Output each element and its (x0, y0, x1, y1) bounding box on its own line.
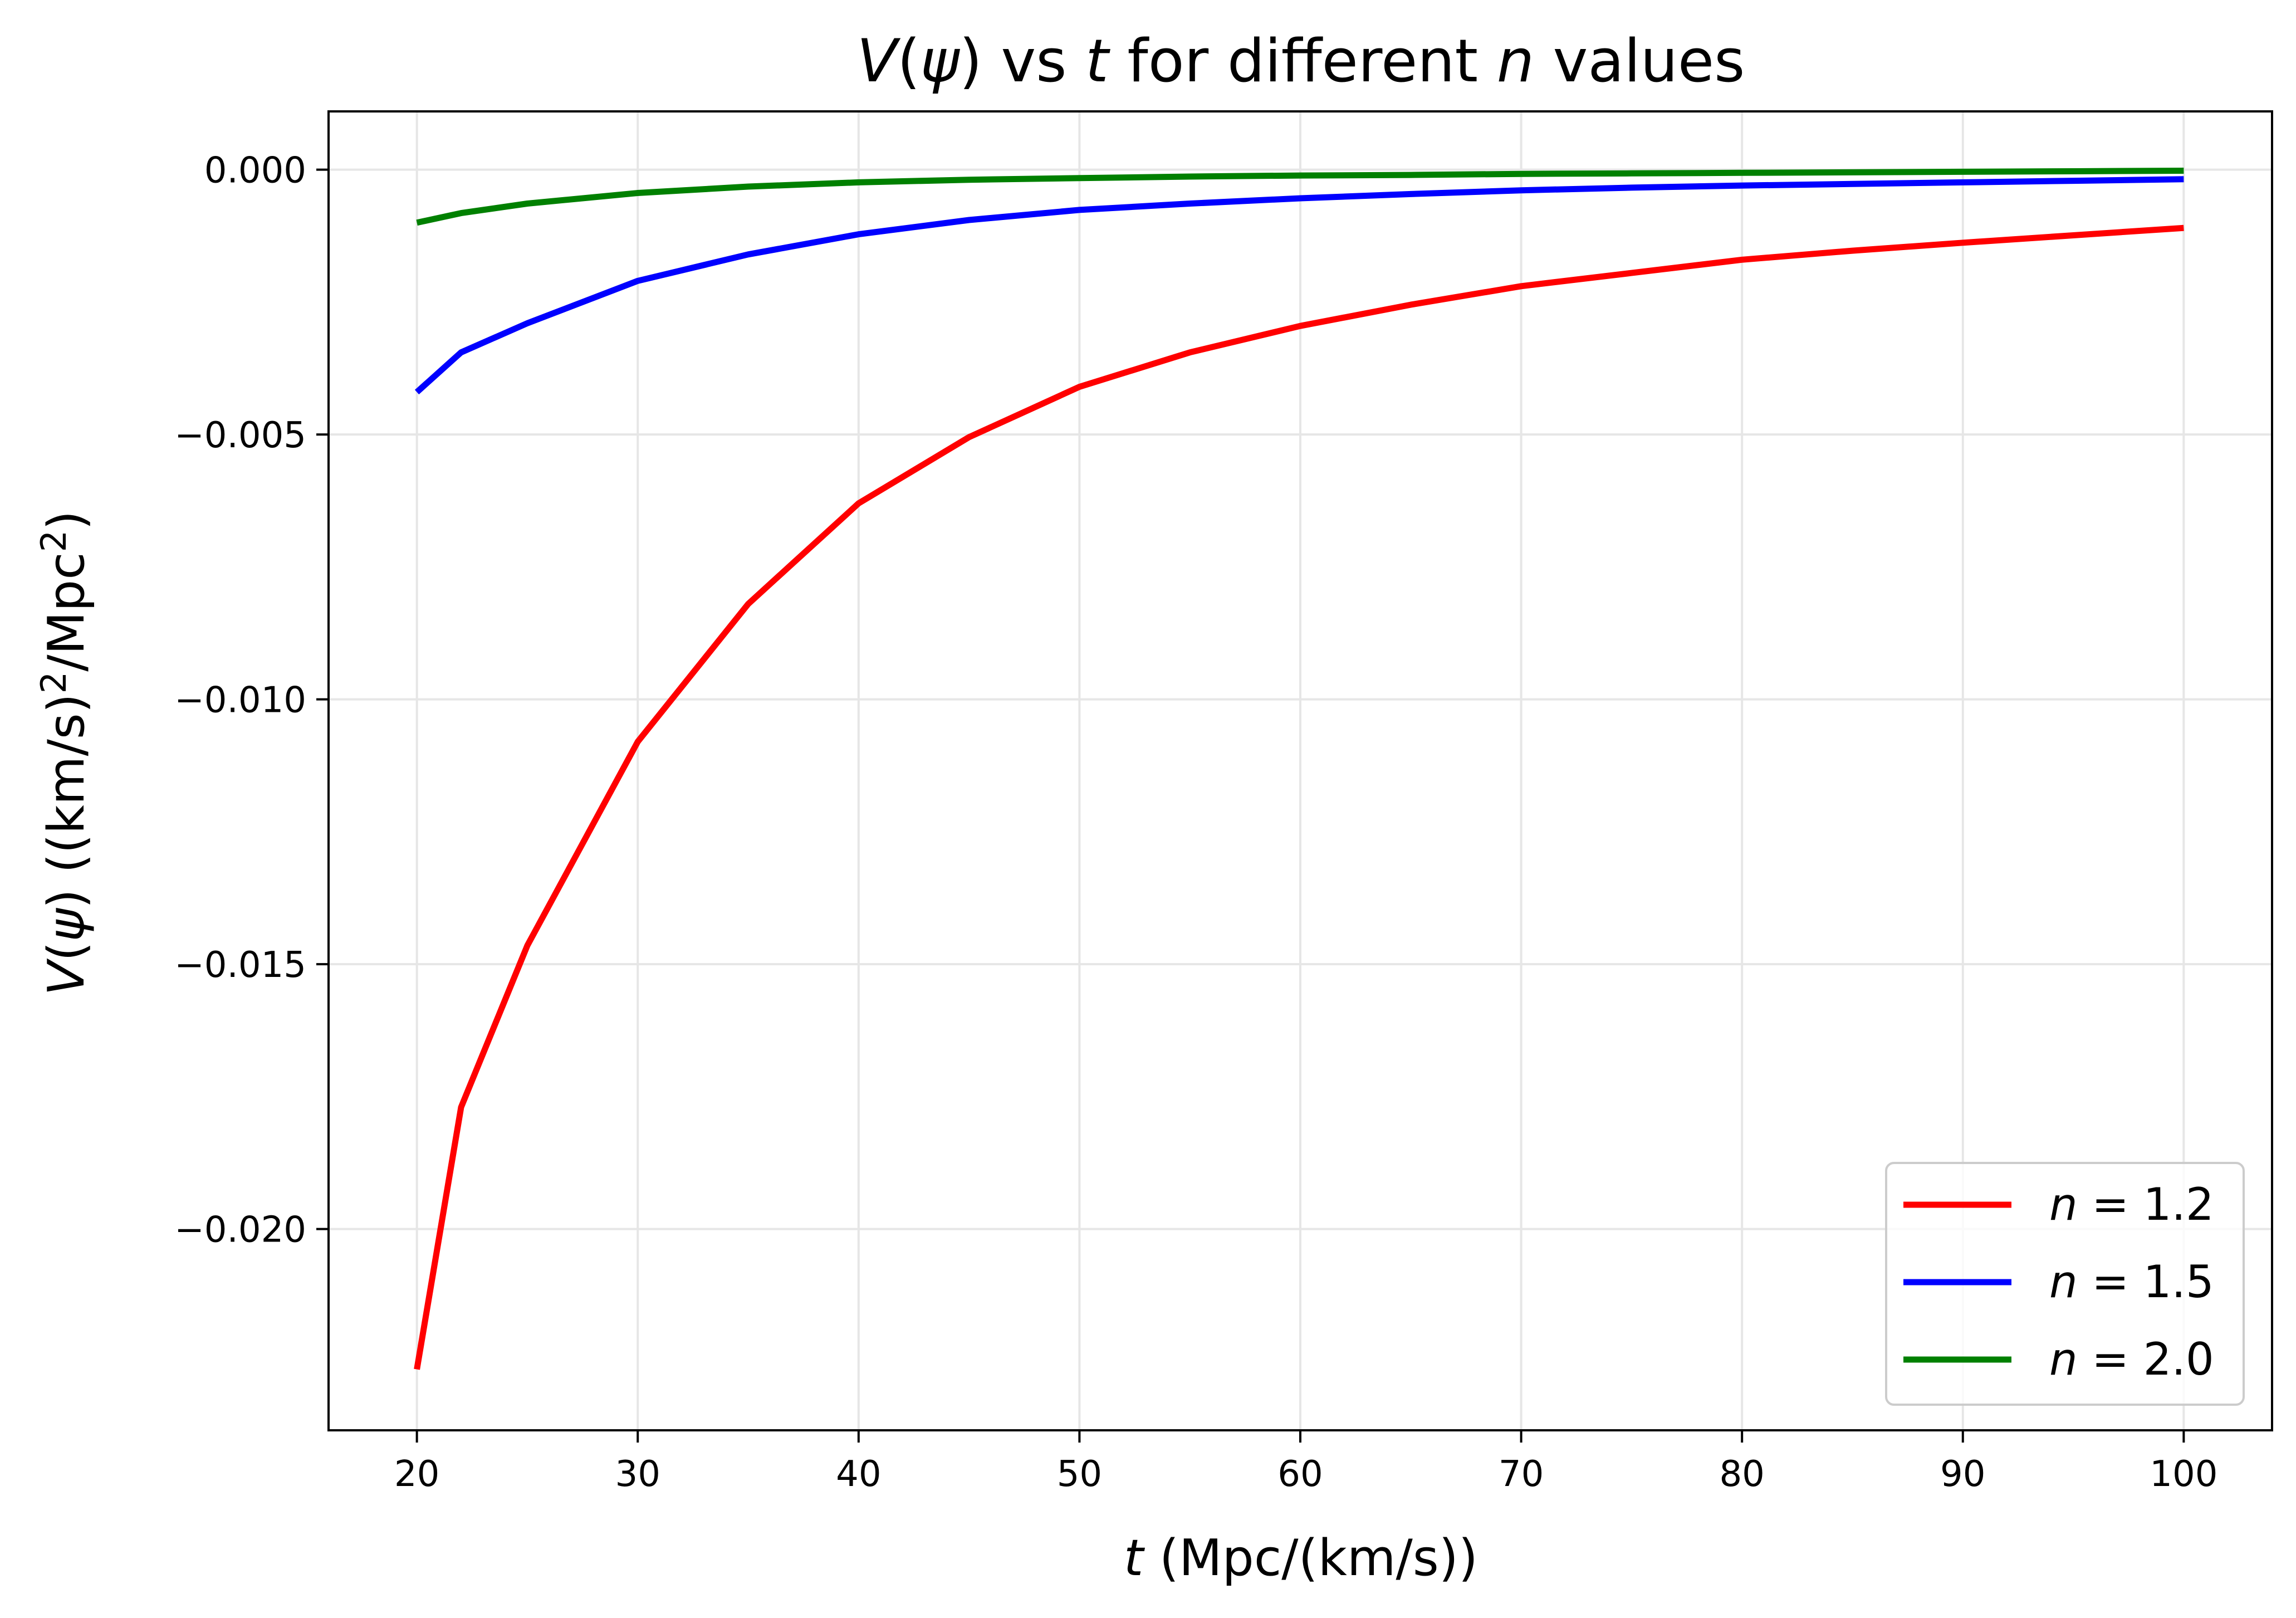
series-lines (414, 168, 2184, 1370)
y-axis-label: V(ψ) ((km/s)2/Mpc2) (33, 511, 96, 996)
legend-label-part: = 2.0 (2078, 1333, 2214, 1385)
title-part: values (1534, 27, 1745, 95)
legend-label-part: = 1.5 (2078, 1256, 2214, 1308)
y-tick-label: −0.020 (174, 1210, 306, 1251)
y-tick-label: −0.005 (174, 415, 306, 456)
x-tick-label: 40 (836, 1454, 881, 1495)
title-part: t (1085, 27, 1110, 95)
x-tick-label: 20 (394, 1454, 439, 1495)
y-tick-label: 0.000 (204, 150, 306, 192)
x-axis-label: t (Mpc/(km/s)) (1124, 1529, 1478, 1587)
y-axis-label-superscript: 2 (33, 672, 74, 693)
y-axis-label-part: ψ (37, 908, 96, 942)
title-part: ) vs (959, 27, 1085, 95)
legend-box (1885, 1162, 2245, 1406)
series-line-n-1-5 (414, 176, 2184, 395)
legend-label-part: n (2049, 1256, 2078, 1308)
y-axis-label-part: ( (37, 942, 96, 961)
title-part: for different (1109, 27, 1497, 95)
axis-ticks: 20 30 40 50 60 70 80 90 100 0.000 −0.005 −0.010 −0.0… (174, 150, 2217, 1495)
x-tick-label: 100 (2150, 1454, 2217, 1495)
legend-label-part: = 1.2 (2078, 1179, 2214, 1230)
title-part: V (857, 27, 901, 95)
x-tick-label: 50 (1057, 1454, 1102, 1495)
series-line-n-2-0 (416, 168, 2184, 226)
y-tick-label: −0.010 (174, 680, 306, 721)
x-tick-label: 70 (1499, 1454, 1544, 1495)
series-line-n-1-2 (414, 224, 2184, 1370)
legend: n = 1.2 n = 1.5 n = 2.0 (1885, 1162, 2245, 1406)
title-part: ( (897, 27, 920, 95)
legend-label-n-2-0: n = 2.0 (2049, 1333, 2214, 1385)
x-axis-label-part: t (1124, 1529, 1145, 1587)
x-tick-label: 80 (1719, 1454, 1764, 1495)
title-part: n (1497, 27, 1534, 95)
legend-label-n-1-2: n = 1.2 (2049, 1179, 2214, 1230)
legend-label-n-1-5: n = 1.5 (2049, 1256, 2214, 1308)
x-tick-label: 30 (615, 1454, 660, 1495)
x-axis-label-part: (Mpc/(km/s)) (1143, 1529, 1478, 1587)
y-axis-label-part: /Mpc (37, 552, 96, 672)
y-axis-label-part: ) ((km/s) (37, 693, 96, 908)
y-tick-label: −0.015 (174, 945, 306, 986)
title-part: ψ (921, 27, 961, 95)
y-axis-label-part: V (37, 958, 96, 995)
y-axis-label-superscript: 2 (33, 530, 74, 552)
x-tick-label: 60 (1277, 1454, 1323, 1495)
legend-label-part: n (2049, 1179, 2078, 1230)
y-axis-label-part: ) (37, 511, 96, 530)
x-tick-label: 90 (1940, 1454, 1985, 1495)
chart-title: V(ψ) vs t for different n values (857, 27, 1745, 95)
legend-label-part: n (2049, 1333, 2078, 1385)
